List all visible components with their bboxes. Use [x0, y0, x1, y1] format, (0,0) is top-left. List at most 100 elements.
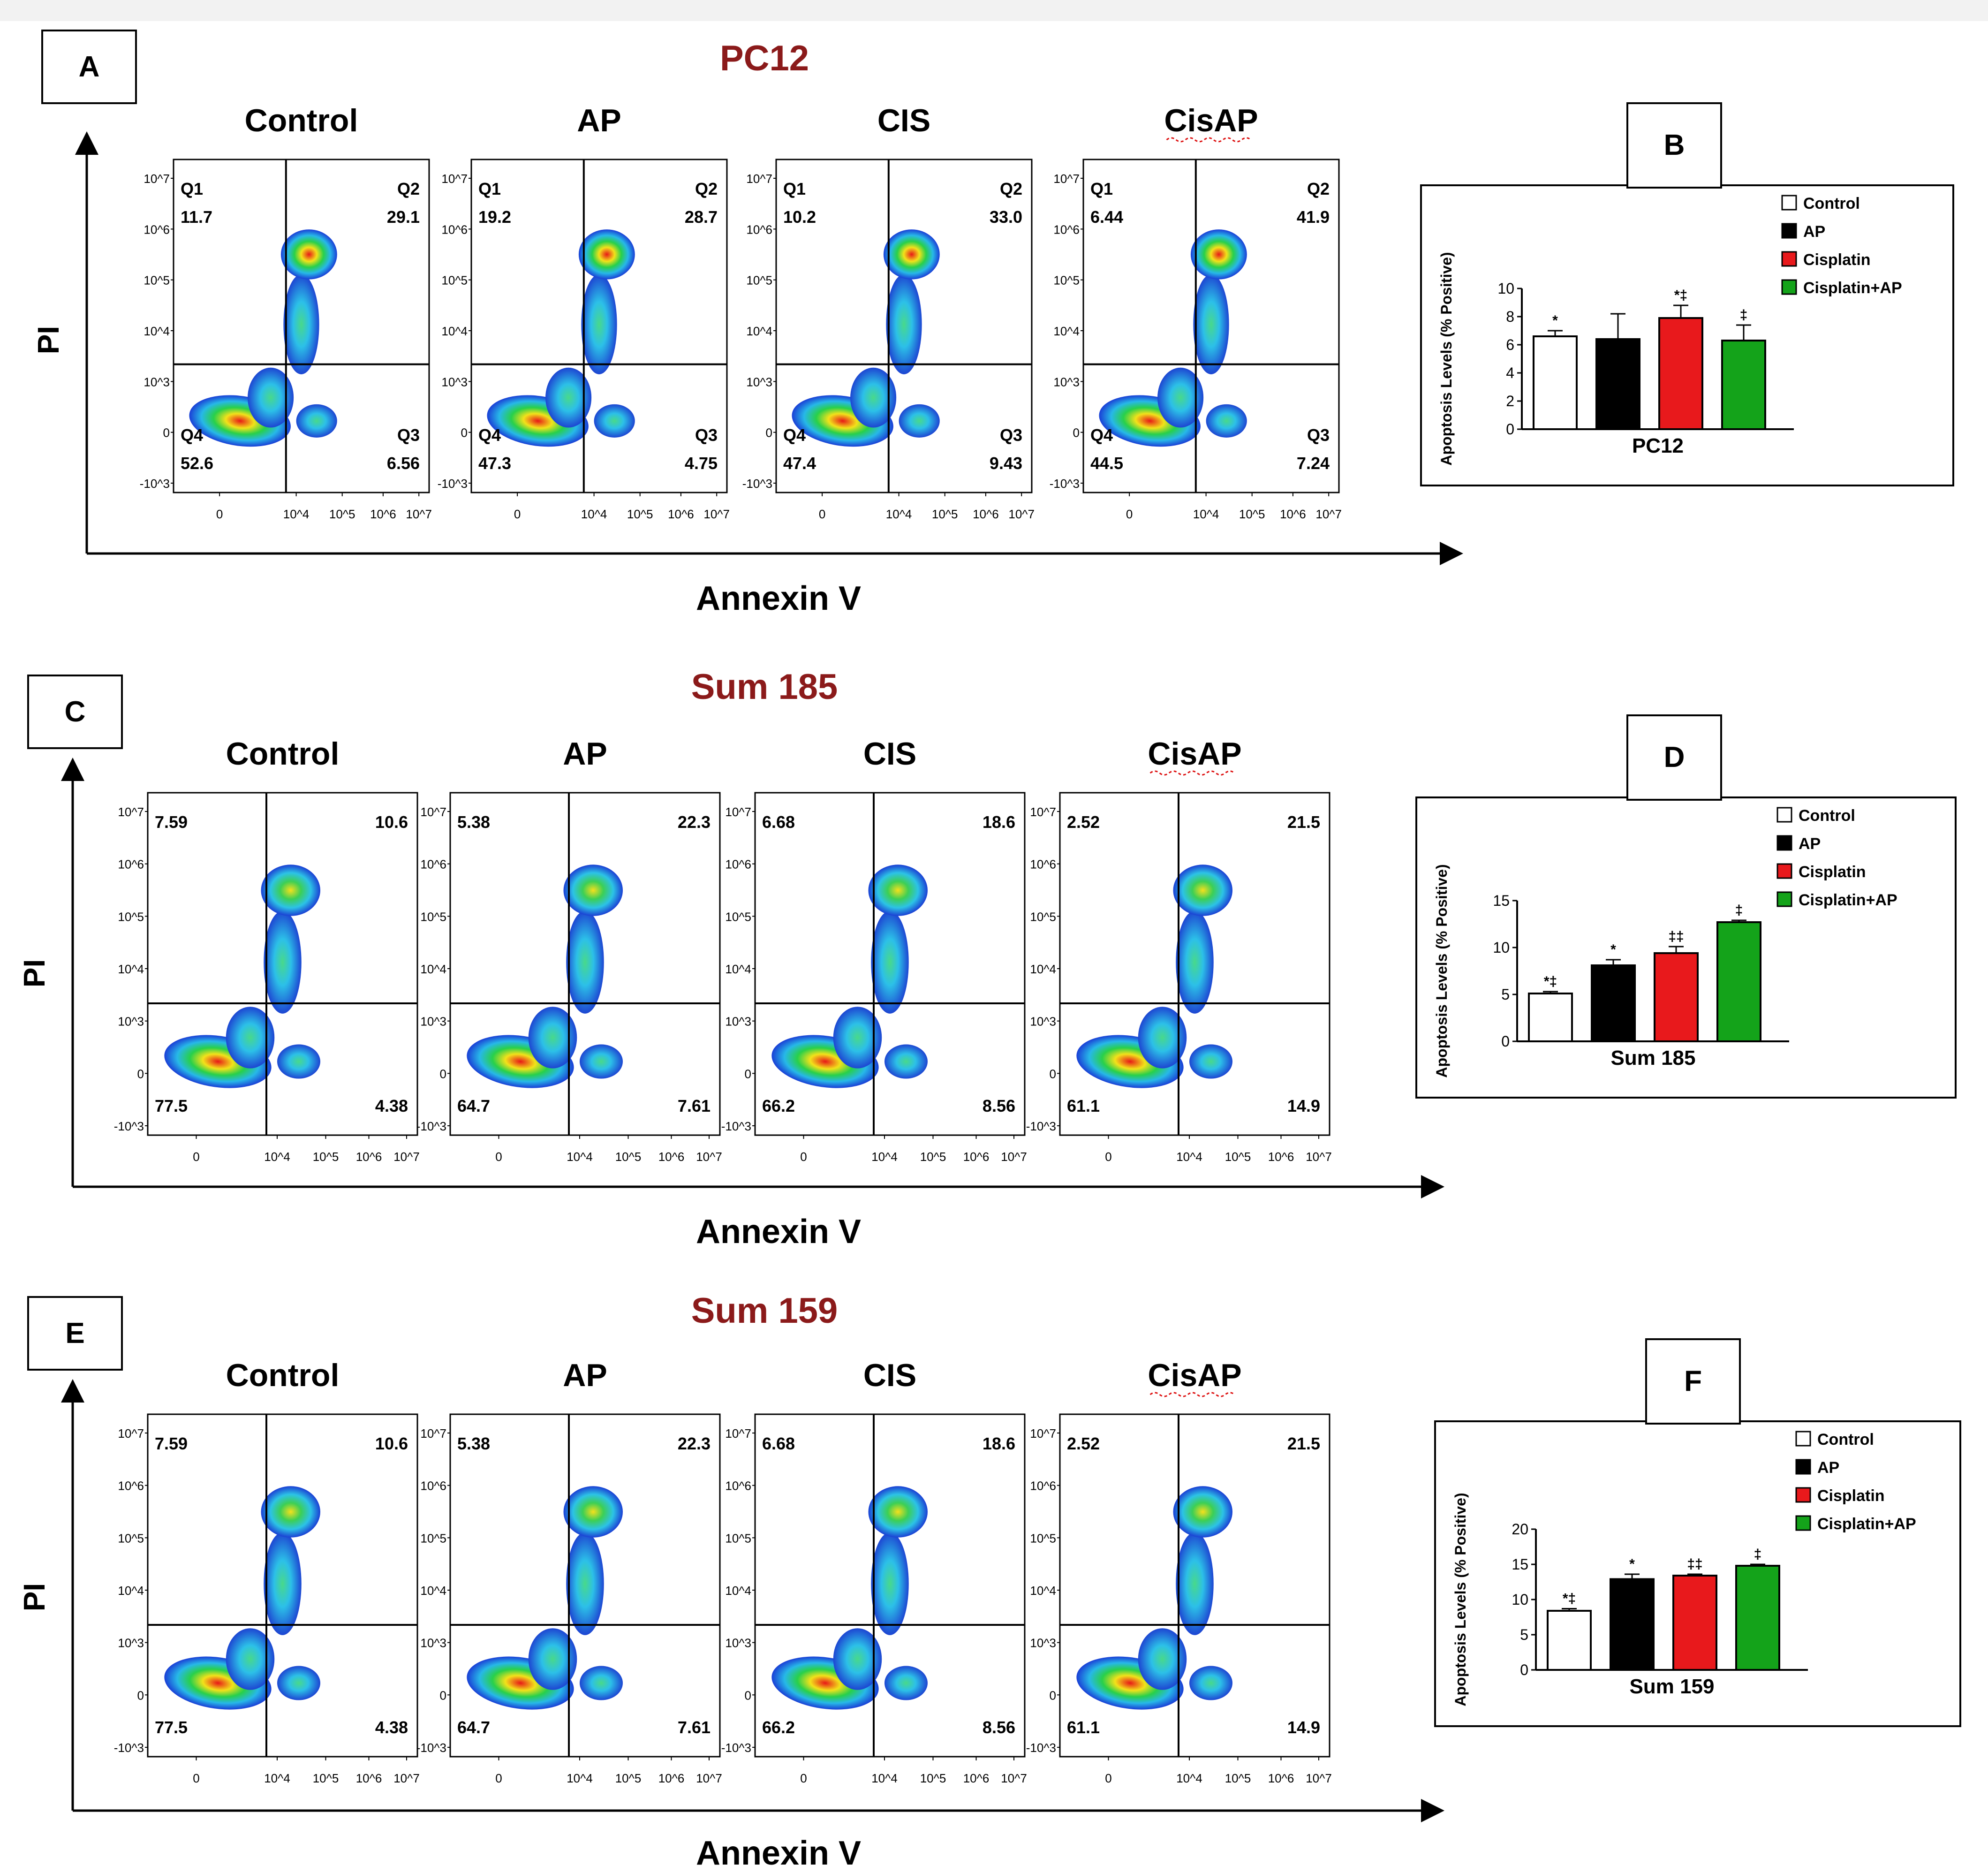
chart-y-tick-label: 2	[1506, 393, 1514, 409]
quadrant-name-q3: Q3	[695, 425, 718, 445]
bar-control	[1547, 1610, 1592, 1671]
chart-y-tick-label: 15	[1493, 892, 1510, 909]
panel-letter: A	[79, 51, 100, 83]
panel-title: PC12	[720, 38, 809, 78]
density-blob	[264, 1532, 302, 1635]
density-cloud	[467, 1486, 623, 1710]
y-tick-label: 0	[137, 1067, 144, 1081]
significance-mark: *‡	[1544, 974, 1557, 989]
density-blob	[226, 1007, 275, 1069]
chart-y-tick-label: 20	[1512, 1521, 1528, 1538]
y-tick-label: 10^4	[1053, 324, 1080, 338]
density-blob	[1176, 1532, 1214, 1635]
y-tick-label: 10^4	[1030, 1584, 1056, 1598]
y-tick-label: -10^3	[416, 1741, 446, 1755]
quadrant-name-q3: Q3	[397, 425, 420, 445]
quadrant-value-q1: 6.68	[762, 812, 795, 832]
legend-label: Control	[1799, 807, 1855, 825]
legend-swatch	[1795, 1431, 1811, 1447]
y-tick-label: 10^5	[441, 273, 468, 288]
legend-label: Control	[1817, 1431, 1874, 1448]
density-cloud	[467, 864, 623, 1088]
x-tick-label: 10^7	[393, 1771, 420, 1785]
x-tick-label: 0	[1105, 1771, 1111, 1785]
chart-y-tick-label: 0	[1506, 421, 1514, 438]
x-tick-label: 10^7	[696, 1771, 722, 1785]
quadrant-value-q2: 21.5	[1287, 1434, 1320, 1453]
x-tick-label: 10^4	[886, 507, 912, 521]
quadrant-value-q2: 22.3	[678, 1434, 711, 1453]
quadrant-value-q3: 14.9	[1287, 1096, 1320, 1115]
x-tick-label: 10^5	[932, 507, 958, 521]
chart-x-label: PC12	[1632, 434, 1684, 457]
x-axis-label: Annexin V	[696, 1835, 861, 1872]
y-tick-label: 10^7	[746, 172, 772, 186]
y-tick-label: 0	[745, 1067, 751, 1081]
y-tick-label: 10^4	[725, 962, 751, 976]
x-tick-label: 10^6	[356, 1771, 382, 1785]
legend-swatch	[1781, 223, 1797, 239]
x-tick-label: 10^4	[871, 1150, 898, 1164]
quadrant-value-q2: 28.7	[685, 207, 718, 227]
density-blob	[850, 367, 897, 428]
quadrant-value-q2: 10.6	[375, 812, 408, 832]
density-blob	[296, 404, 337, 438]
quadrant-value-q3: 9.43	[990, 454, 1022, 473]
quadrant-value-q4: 66.2	[762, 1718, 795, 1737]
density-blob	[566, 910, 604, 1014]
legend-label: Cisplatin+AP	[1803, 279, 1902, 297]
x-tick-label: 10^5	[615, 1771, 642, 1785]
plot-title: CisAP	[1164, 103, 1258, 138]
quadrant-name-q1: Q1	[783, 179, 806, 198]
y-tick-label: -10^3	[416, 1119, 446, 1133]
bar-cisplatin-ap	[1735, 1565, 1780, 1671]
density-blob-late	[1173, 1486, 1232, 1538]
x-tick-label: 10^6	[658, 1771, 685, 1785]
quadrant-name-q2: Q2	[1000, 179, 1022, 198]
chart-y-tick-label: 8	[1506, 308, 1514, 325]
legend-label: AP	[1817, 1459, 1839, 1477]
y-tick-label: 10^6	[1053, 222, 1080, 236]
legend-label: AP	[1803, 223, 1825, 241]
x-tick-label: 0	[800, 1771, 807, 1785]
chart-y-label: Apoptosis Levels (% Positive)	[1433, 864, 1450, 1077]
y-tick-label: 10^7	[725, 1426, 751, 1441]
x-tick-label: 10^4	[1176, 1150, 1202, 1164]
plot-title: Control	[245, 103, 358, 138]
quadrant-value-q3: 8.56	[983, 1096, 1015, 1115]
spellcheck-underline	[1166, 137, 1252, 143]
quadrant-name-q1: Q1	[1090, 179, 1113, 198]
y-tick-label: 0	[440, 1688, 446, 1702]
quadrant-value-q3: 8.56	[983, 1718, 1015, 1737]
y-axis-label: PI	[17, 1583, 51, 1611]
legend-swatch	[1795, 1459, 1811, 1475]
density-blob-late	[280, 229, 337, 280]
flow-plot-control: Control Q1 Q2 Q3 Q4 11.7 29.1 6.56 52.6 10^7 10^6 1…	[140, 103, 432, 521]
density-cloud	[189, 229, 337, 447]
density-blob	[1189, 1666, 1232, 1700]
y-tick-label: 10^7	[118, 805, 144, 819]
density-blob	[580, 1044, 623, 1079]
x-axis-label: Annexin V	[696, 1213, 861, 1251]
y-tick-label: -10^3	[114, 1119, 144, 1133]
panel-title: Sum 159	[691, 1291, 838, 1331]
quadrant-value-q1: 7.59	[155, 1434, 188, 1453]
panel-letter-box	[41, 30, 137, 104]
plot-title: Control	[226, 736, 340, 772]
y-tick-label: 10^3	[420, 1015, 446, 1029]
panel-letter-box	[1626, 714, 1722, 801]
y-tick-label: 10^7	[725, 805, 751, 819]
y-tick-label: 10^4	[144, 324, 170, 338]
density-cloud	[1099, 229, 1247, 447]
significance-mark: *	[1610, 942, 1616, 957]
y-tick-label: 10^7	[118, 1426, 144, 1441]
quadrant-name-q4: Q4	[783, 425, 806, 445]
significance-mark: ‡	[1735, 902, 1743, 918]
legend-label: Cisplatin	[1803, 251, 1871, 269]
density-blob-late	[868, 1486, 928, 1538]
flow-panel-c: C Sum 185 PI Annexin V Control 7.59 10.6 4.38 77…	[17, 667, 1444, 1251]
quadrant-name-q1: Q1	[478, 179, 501, 198]
x-tick-label: 10^5	[615, 1150, 642, 1164]
quadrant-value-q4: 64.7	[457, 1096, 490, 1115]
